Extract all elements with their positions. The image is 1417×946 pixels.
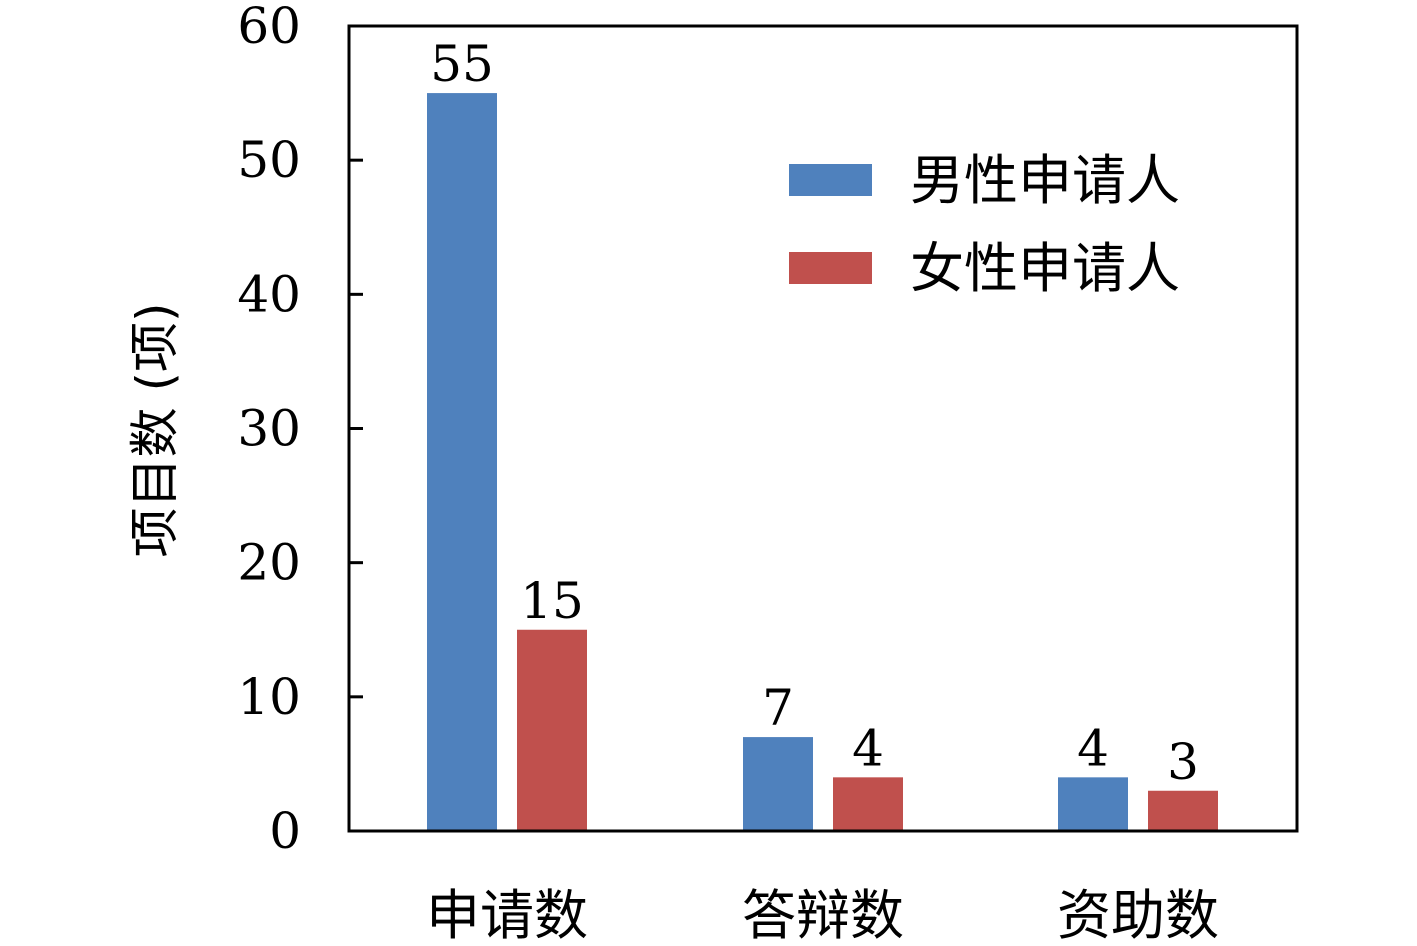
y-tick-label-30: 30 xyxy=(237,400,301,458)
data-label-男性申请人-答辩数: 7 xyxy=(762,679,794,737)
x-category-label-申请数: 申请数 xyxy=(426,884,588,946)
bar-女性申请人-资助数 xyxy=(1148,790,1218,831)
legend-label-男性申请人: 男性申请人 xyxy=(910,149,1180,212)
data-label-女性申请人-答辩数: 4 xyxy=(852,719,884,777)
x-category-label-资助数: 资助数 xyxy=(1057,884,1219,946)
bar-女性申请人-申请数 xyxy=(517,629,587,831)
data-label-女性申请人-资助数: 3 xyxy=(1167,733,1199,791)
bars-layer xyxy=(427,93,1218,832)
x-category-label-答辩数: 答辩数 xyxy=(742,884,904,946)
data-label-男性申请人-资助数: 4 xyxy=(1077,719,1109,777)
bar-女性申请人-答辩数 xyxy=(833,777,903,831)
y-tick-label-10: 10 xyxy=(237,668,301,726)
legend-label-女性申请人: 女性申请人 xyxy=(910,237,1180,300)
y-tick-label-50: 50 xyxy=(237,131,301,189)
y-tick-label-60: 60 xyxy=(237,0,301,55)
data-label-女性申请人-申请数: 15 xyxy=(520,572,584,630)
y-axis-label: 项目数 (项) xyxy=(126,303,184,558)
y-tick-label-40: 40 xyxy=(237,265,301,323)
x-axis-category-labels: 申请数 答辩数 资助数 xyxy=(426,884,1219,946)
legend-swatch-女性申请人 xyxy=(789,252,872,284)
y-axis-ticks: 0 10 20 30 40 50 60 xyxy=(237,0,363,860)
bar-男性申请人-答辩数 xyxy=(743,737,813,831)
bar-男性申请人-申请数 xyxy=(427,93,497,832)
legend-swatch-男性申请人 xyxy=(789,164,872,196)
y-tick-label-20: 20 xyxy=(237,534,301,592)
data-label-男性申请人-申请数: 55 xyxy=(430,35,494,93)
bar-男性申请人-资助数 xyxy=(1058,777,1128,831)
y-tick-label-0: 0 xyxy=(269,802,301,860)
